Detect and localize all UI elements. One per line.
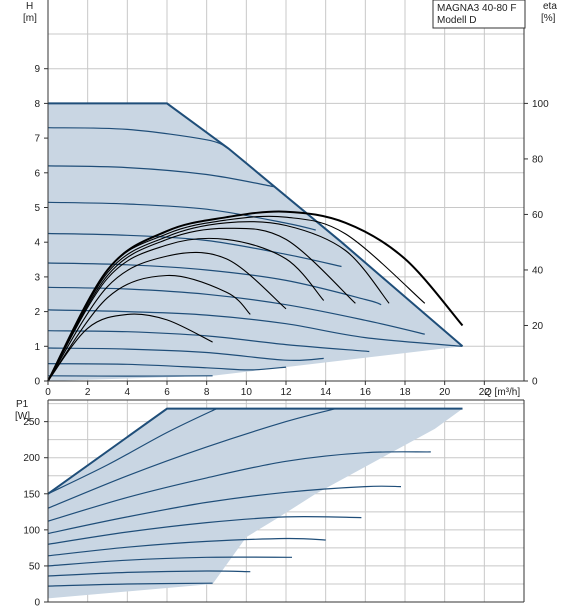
head-y-tick-label: 4 xyxy=(34,238,40,249)
flow-axis-label: Q [m³/h] xyxy=(484,387,520,398)
power-envelope-area xyxy=(48,409,463,599)
flow-x-tick-label: 2 xyxy=(85,387,91,398)
flow-x-tick-label: 6 xyxy=(164,387,170,398)
head-y-tick-label: 1 xyxy=(34,342,40,353)
flow-x-tick-label: 20 xyxy=(439,387,451,398)
power-y-tick-label: 0 xyxy=(34,598,40,609)
head-y-tick-label: 7 xyxy=(34,134,40,145)
flow-x-tick-label: 18 xyxy=(399,387,411,398)
eta-y-tick-label: 60 xyxy=(532,210,544,221)
flow-x-tick-label: 4 xyxy=(125,387,131,398)
eta-y-tick-label: 20 xyxy=(532,321,544,332)
power-envelope xyxy=(48,409,463,599)
head-y-tick-label: 9 xyxy=(34,64,40,75)
head-y-tick-label: 8 xyxy=(34,99,40,110)
head-y-tick-label: 5 xyxy=(34,203,40,214)
power-y-tick-label: 100 xyxy=(23,525,40,536)
flow-x-tick-label: 16 xyxy=(360,387,372,398)
head-y-tick-label: 0 xyxy=(34,377,40,388)
head-y-tick-label: 3 xyxy=(34,272,40,283)
chart-subtitle: Modell D xyxy=(437,15,476,26)
chart-title: MAGNA3 40-80 F xyxy=(437,3,516,14)
power-y-tick-label: 200 xyxy=(23,453,40,464)
head-axis-unit: [m] xyxy=(23,13,37,24)
head-y-tick-label: 6 xyxy=(34,168,40,179)
eta-y-tick-label: 80 xyxy=(532,154,544,165)
head-y-tick-label: 2 xyxy=(34,307,40,318)
flow-x-tick-label: 8 xyxy=(204,387,210,398)
head-axis-label: H xyxy=(26,1,33,12)
eta-axis-unit: [%] xyxy=(541,13,556,24)
eta-axis-label: eta xyxy=(543,1,557,12)
flow-x-tick-label: 0 xyxy=(45,387,51,398)
power-axis-unit: [W] xyxy=(15,411,30,422)
power-y-tick-label: 150 xyxy=(23,489,40,500)
power-axis-label: P1 xyxy=(16,399,29,410)
eta-y-tick-label: 100 xyxy=(532,99,549,110)
eta-y-tick-label: 0 xyxy=(532,377,538,388)
flow-x-tick-label: 14 xyxy=(320,387,332,398)
power-y-tick-label: 50 xyxy=(29,561,41,572)
flow-x-tick-label: 10 xyxy=(241,387,253,398)
flow-x-tick-label: 12 xyxy=(280,387,292,398)
eta-y-tick-label: 40 xyxy=(532,265,544,276)
